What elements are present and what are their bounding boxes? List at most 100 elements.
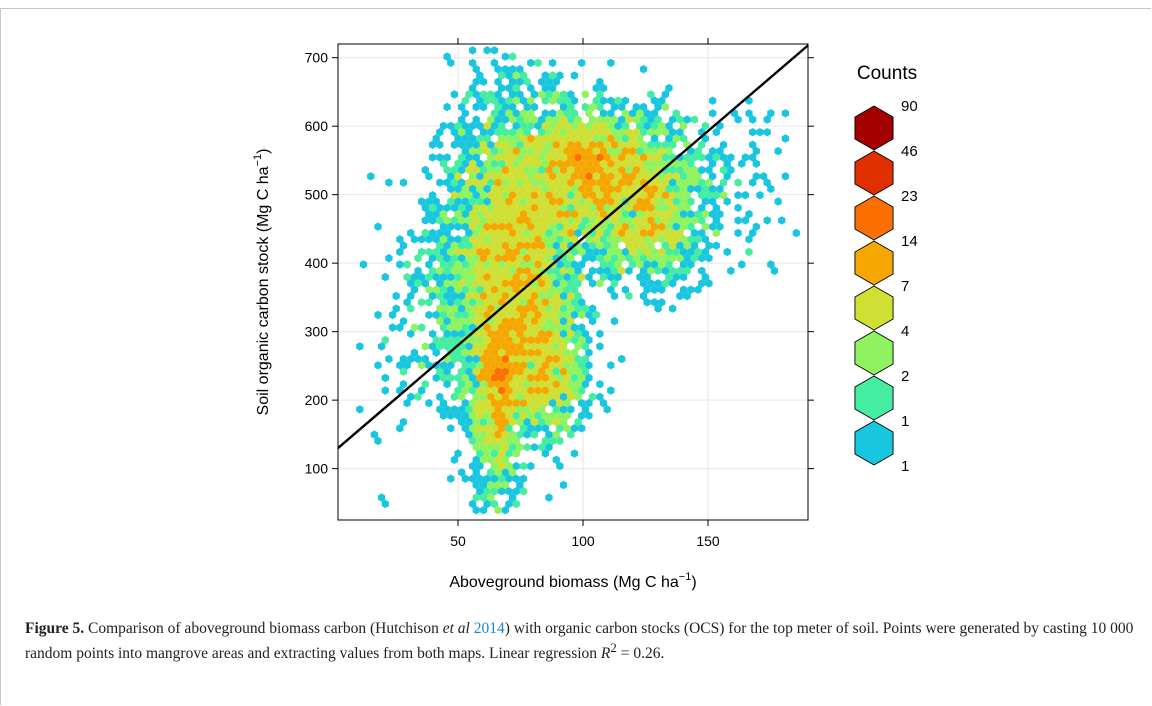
legend-swatch	[854, 150, 894, 196]
hexbin-cell	[727, 153, 735, 162]
hexbin-cell	[450, 165, 459, 175]
hexbin-cell	[461, 272, 469, 282]
hexbin-cell	[578, 209, 586, 219]
hexbin-cell	[432, 209, 440, 219]
hexbin-cell	[548, 235, 557, 244]
hexbin-cell	[563, 134, 571, 143]
hexbin-cell	[559, 191, 568, 200]
hexbin-cell	[639, 241, 648, 250]
hexbin-cell	[665, 247, 673, 257]
hexbin-cell	[443, 380, 451, 389]
hexbin-cell	[450, 304, 459, 313]
hexbin-cell	[690, 165, 699, 175]
hexbin-cell	[632, 216, 640, 225]
hexbin-cell	[559, 354, 568, 364]
hexbin-cell	[494, 153, 502, 162]
hexbin-cell	[545, 241, 553, 250]
hexbin-cell	[523, 228, 531, 238]
hexbin-cell	[527, 184, 535, 194]
hexbin-cell	[563, 373, 571, 383]
hexbin-cell	[479, 90, 488, 99]
hexbin-cell	[668, 241, 677, 250]
hexbin-cell	[592, 83, 600, 93]
hexbin-cell	[534, 247, 542, 257]
hexbin-cell	[570, 159, 579, 168]
hexbin-cell	[709, 197, 717, 206]
hexbin-cell	[465, 216, 473, 225]
hexbin-cell	[639, 153, 648, 162]
hexbin-cell	[701, 235, 710, 244]
hexbin-cell	[574, 279, 582, 288]
hexbin-cell	[643, 172, 651, 181]
hexbin-cell	[487, 329, 495, 338]
hexbin-cell	[701, 222, 710, 231]
hexbin-cell	[599, 109, 608, 118]
hexbin-cell	[523, 178, 531, 187]
hexbin-cell	[614, 247, 622, 257]
hexbin-cell	[527, 159, 535, 168]
hexbin-cell	[650, 184, 659, 194]
hexbin-cell	[548, 310, 557, 320]
hexbin-cell	[519, 386, 528, 395]
hexbin-cell	[359, 260, 368, 269]
hexbin-cell	[487, 468, 495, 477]
hexbin-cell	[599, 398, 608, 408]
hexbin-cell	[479, 430, 488, 439]
hexbin-cell	[603, 165, 611, 175]
hexbin-cell	[512, 386, 520, 395]
hexbin-cell	[603, 254, 611, 263]
hexbin-cell	[552, 354, 560, 364]
hexbin-cell	[516, 191, 524, 200]
y-axis-label-main: Soil organic carbon stock (Mg C ha	[255, 166, 272, 415]
hexbin-cell	[465, 304, 473, 313]
hexbin-cell	[410, 285, 419, 294]
hexbin-cell	[658, 222, 666, 231]
hexbin-cell	[701, 197, 710, 206]
caption-citation-link[interactable]: 2014	[473, 620, 505, 637]
hexbin-cell	[498, 323, 506, 332]
hexbin-cell	[450, 291, 459, 301]
x-tick-label: 150	[696, 533, 720, 549]
hexbin-cell	[479, 191, 488, 200]
hexbin-cell	[632, 140, 640, 149]
hexbin-cell	[508, 380, 517, 389]
hexbin-cell	[512, 134, 520, 143]
hexbin-cell	[534, 121, 542, 131]
hexbin-cell	[654, 216, 662, 225]
hexbin-cell	[476, 436, 484, 446]
hexbin-cell	[501, 153, 509, 162]
hexbin-cell	[712, 216, 720, 225]
hexbin-cell	[578, 197, 586, 206]
hexbin-cell	[516, 329, 524, 338]
hexbin-cell	[476, 134, 484, 143]
hexbin-cell	[505, 285, 513, 294]
caption-text-1: Comparison of aboveground biomass carbon…	[84, 620, 443, 637]
hexbin-cell	[428, 140, 437, 149]
hexbin-cell	[661, 140, 669, 149]
legend-label: 4	[901, 323, 909, 340]
hexbin-cell	[745, 109, 753, 118]
hexbin-cell	[625, 241, 633, 250]
hexbin-cell	[621, 146, 629, 156]
hexbin-cell	[632, 178, 640, 187]
hexbin-cell	[494, 405, 502, 414]
hexbin-cell	[487, 304, 495, 313]
hexbin-cell	[505, 172, 513, 181]
hexbin-cell	[450, 241, 459, 250]
hexbin-cell	[523, 317, 531, 326]
hexbin-cell	[447, 285, 455, 294]
hexbin-cell	[512, 172, 520, 181]
hexbin-cell	[519, 323, 528, 332]
hexbin-cell	[552, 329, 560, 338]
hexbin-cell	[472, 115, 480, 124]
hexbin-cell	[541, 373, 549, 383]
hexbin-cell	[447, 310, 455, 320]
hexbin-cell	[541, 235, 549, 244]
hexbin-cell	[541, 146, 549, 156]
hexbin-cell	[490, 58, 499, 68]
hexbin-cell	[454, 159, 462, 168]
hexbin-cell	[672, 184, 680, 194]
hexbin-cell	[679, 184, 688, 194]
hexbin-cell	[643, 235, 651, 244]
hexbin-cell	[403, 298, 411, 307]
